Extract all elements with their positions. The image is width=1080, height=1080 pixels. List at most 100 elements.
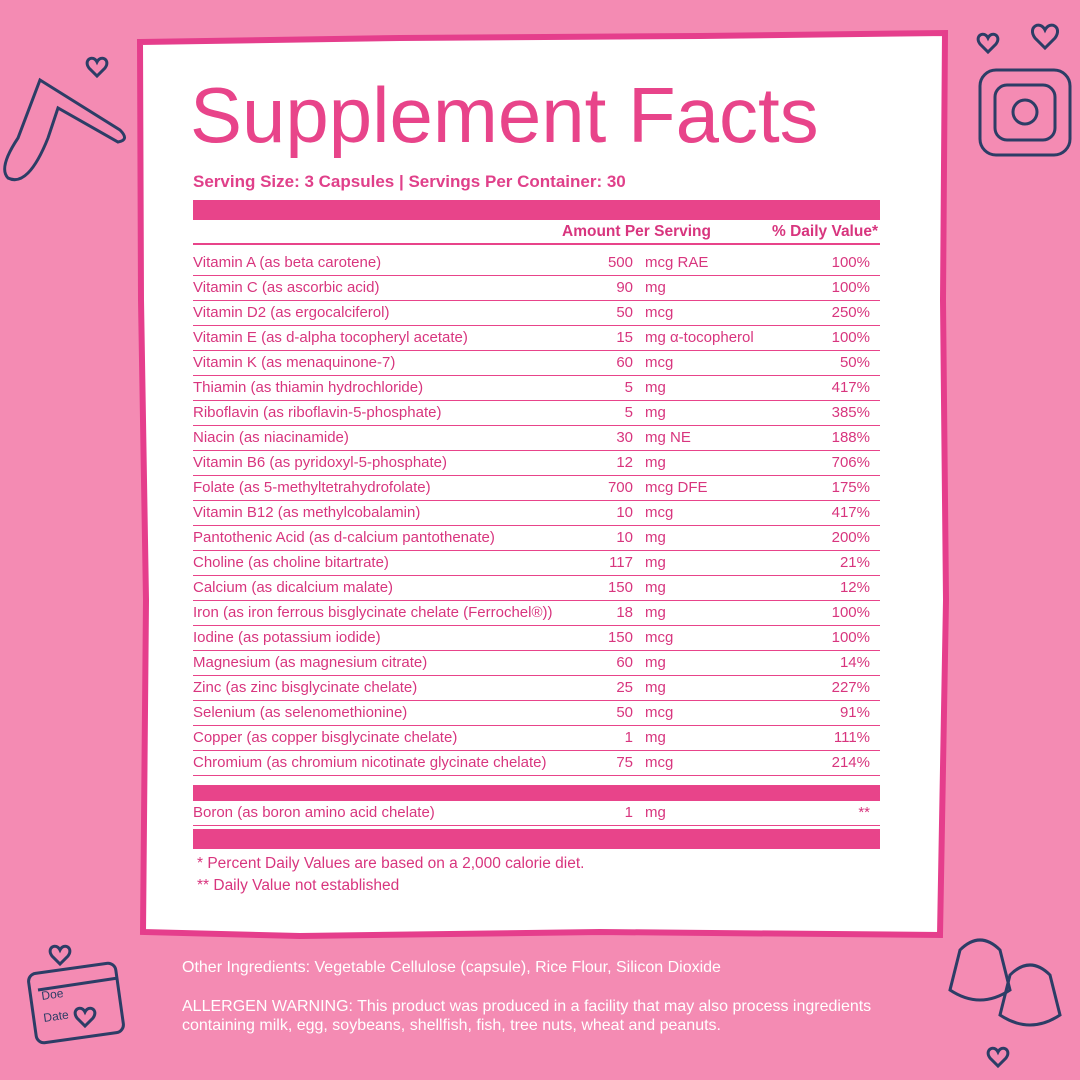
nutrient-name: Calcium (as dicalcium malate): [193, 579, 394, 596]
table-row: Chromium (as chromium nicotinate glycina…: [193, 751, 880, 776]
table-row: Iron (as iron ferrous bisglycinate chela…: [193, 601, 880, 626]
table-row: Choline (as choline bitartrate) 117 mg 21%: [193, 551, 880, 576]
table-row: Vitamin B12 (as methylcobalamin) 10 mcg 417…: [193, 501, 880, 526]
table-row: Vitamin E (as d-alpha tocopheryl acetate…: [193, 326, 880, 351]
amount: 50: [616, 304, 633, 321]
daily-value: 100%: [831, 604, 870, 621]
table-row: Magnesium (as magnesium citrate) 60 mg 14%: [193, 651, 880, 676]
daily-value: 250%: [831, 304, 870, 321]
unit: mg: [645, 454, 666, 471]
unit: mg: [645, 804, 666, 821]
amount: 1: [624, 729, 633, 746]
table-row: Folate (as 5-methyltetrahydrofolate) 700 m…: [193, 476, 880, 501]
pink-bar: [193, 785, 880, 801]
nutrient-name: Folate (as 5-methyltetrahydrofolate): [193, 479, 431, 496]
facts-table: Amount Per Serving % Daily Value* Vitami…: [193, 200, 880, 895]
table-row: Riboflavin (as riboflavin-5-phosphate) 5 m…: [193, 401, 880, 426]
daily-value: 417%: [831, 504, 870, 521]
allergen-warning: ALLERGEN WARNING: This product was produ…: [182, 998, 872, 1034]
unit: mcg DFE: [645, 479, 708, 496]
daily-value: 50%: [839, 354, 870, 371]
amount: 90: [616, 279, 633, 296]
pink-bar: [193, 200, 880, 220]
nutrient-name: Vitamin B6 (as pyridoxyl-5-phosphate): [193, 454, 448, 471]
rows: Vitamin A (as beta carotene) 500 mcg RAE 10…: [193, 251, 880, 776]
amount: 60: [616, 354, 633, 371]
nutrient-name: Riboflavin (as riboflavin-5-phosphate): [193, 404, 442, 421]
header-row: Amount Per Serving % Daily Value*: [193, 220, 880, 245]
calendar-text: Date: [42, 1008, 69, 1025]
amount: 150: [607, 579, 633, 596]
nutrient-name: Vitamin K (as menaquinone-7): [193, 354, 396, 371]
nutrient-name: Iodine (as potassium iodide): [193, 629, 381, 646]
footnote: * Percent Daily Values are based on a 2,…: [197, 855, 585, 872]
unit: mg: [645, 554, 666, 571]
table-row: Iodine (as potassium iodide) 150 mcg 100%: [193, 626, 880, 651]
amount: 75: [616, 754, 633, 771]
amount: 10: [616, 504, 633, 521]
title: Supplement Facts: [190, 71, 819, 159]
daily-value: 111%: [833, 729, 870, 746]
nutrient-name: Selenium (as selenomethionine): [193, 704, 408, 721]
unit: mg: [645, 379, 666, 396]
nutrient-name: Boron (as boron amino acid chelate): [193, 804, 435, 821]
table-row: Pantothenic Acid (as d-calcium pantothen…: [193, 526, 880, 551]
daily-value: 188%: [831, 429, 870, 446]
table-row: Selenium (as selenomethionine) 50 mcg 91%: [193, 701, 880, 726]
nutrient-name: Magnesium (as magnesium citrate): [193, 654, 428, 671]
amount: 60: [616, 654, 633, 671]
daily-value: 214%: [831, 754, 870, 771]
footnote: ** Daily Value not established: [197, 877, 400, 894]
column-header: % Daily Value*: [772, 222, 878, 240]
amount: 700: [607, 479, 633, 496]
table-row: Copper (as copper bisglycinate chelate) 1…: [193, 726, 880, 751]
table-row: Boron (as boron amino acid chelate) 1 mg **: [193, 801, 880, 826]
nutrient-name: Copper (as copper bisglycinate chelate): [193, 729, 458, 746]
unit: mcg: [645, 704, 674, 721]
daily-value: 14%: [839, 654, 870, 671]
daily-value: **: [858, 804, 870, 821]
pink-bar: [193, 829, 880, 849]
bottom-text: Other Ingredients: Vegetable Cellulose (…: [182, 958, 942, 1035]
amount: 5: [624, 379, 633, 396]
amount: 1: [624, 804, 633, 821]
daily-value: 227%: [831, 679, 870, 696]
column-header: Amount Per Serving: [562, 222, 711, 240]
amount: 25: [616, 679, 633, 696]
daily-value: 417%: [831, 379, 870, 396]
unit: mcg: [645, 754, 674, 771]
daily-value: 706%: [831, 454, 870, 471]
amount: 50: [616, 704, 633, 721]
amount: 30: [616, 429, 633, 446]
daily-value: 100%: [831, 254, 870, 271]
panel: [136, 29, 950, 940]
table-row: Vitamin C (as ascorbic acid) 90 mg 100%: [193, 276, 880, 301]
unit: mg NE: [645, 429, 691, 446]
unit: mcg: [645, 504, 674, 521]
serving-info: Serving Size: 3 Capsules | Servings Per …: [193, 172, 626, 191]
table-row: Vitamin D2 (as ergocalciferol) 50 mcg 250%: [193, 301, 880, 326]
daily-value: 200%: [831, 529, 870, 546]
table-row: Zinc (as zinc bisglycinate chelate) 25 mg 2…: [193, 676, 880, 701]
nutrient-name: Vitamin B12 (as methylcobalamin): [193, 504, 421, 521]
unit: mg α-tocopherol: [645, 329, 754, 346]
table-row: Vitamin A (as beta carotene) 500 mcg RAE 10…: [193, 251, 880, 276]
nutrient-name: Zinc (as zinc bisglycinate chelate): [193, 679, 418, 696]
unit: mg: [645, 729, 666, 746]
table-row: Vitamin K (as menaquinone-7) 60 mcg 50%: [193, 351, 880, 376]
table-row: Calcium (as dicalcium malate) 150 mg 12%: [193, 576, 880, 601]
amount: 12: [616, 454, 633, 471]
amount: 5: [624, 404, 633, 421]
daily-value: 12%: [839, 579, 870, 596]
nutrient-name: Vitamin E (as d-alpha tocopheryl acetate…: [193, 329, 468, 346]
daily-value: 385%: [831, 404, 870, 421]
unit: mg: [645, 529, 666, 546]
other-ingredients: Other Ingredients: Vegetable Cellulose (…: [182, 959, 721, 976]
nutrient-name: Vitamin C (as ascorbic acid): [193, 279, 380, 296]
icons: [3, 23, 1072, 1069]
daily-value: 91%: [839, 704, 870, 721]
nutrient-name: Pantothenic Acid (as d-calcium pantothen…: [193, 529, 495, 546]
unit: mg: [645, 679, 666, 696]
